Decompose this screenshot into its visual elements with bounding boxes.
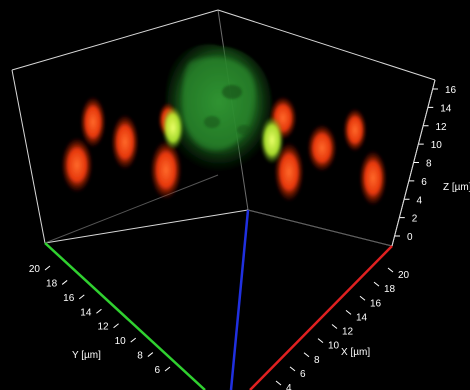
x-axis-tick-mark <box>317 338 324 344</box>
x-axis-tick-mark <box>275 380 282 386</box>
x-axis-tick-mark <box>303 352 310 358</box>
y-axis-tick-label: 18 <box>46 278 58 289</box>
z-axis-tick-label: 8 <box>426 159 432 170</box>
y-axis-line <box>44 242 206 390</box>
y-axis-tick-mark <box>61 280 68 285</box>
y-axis-tick-mark <box>44 265 51 271</box>
x-axis-tick-label: 20 <box>398 270 410 281</box>
y-axis-tick-mark <box>147 352 154 357</box>
y-axis-tick-mark <box>78 294 85 300</box>
z-scale-line <box>391 79 436 247</box>
y-axis-tick-mark <box>164 366 171 372</box>
x-axis-tick-label: 14 <box>356 312 368 323</box>
y-axis-tick-mark <box>113 323 119 329</box>
green-cell-volume <box>165 44 273 173</box>
inner-box-lines <box>44 174 393 247</box>
x-axis-tick-label: 6 <box>300 369 306 380</box>
x-axis-tick-mark <box>359 295 366 301</box>
x-axis-tick-label: 16 <box>370 298 382 309</box>
z-axis-tick-label: 14 <box>440 103 452 114</box>
overlap-spots <box>162 106 284 164</box>
y-axis-ticks: 68 10 12 14 16 18 20 <box>29 264 171 376</box>
z-axis-tick-label: 6 <box>421 177 427 188</box>
x-axis-tick-label: 4 <box>286 383 292 390</box>
y-axis-tick-mark <box>96 308 102 314</box>
z-axis-tick-label: 2 <box>412 214 418 225</box>
z-axis-line <box>229 209 250 390</box>
x-axis-tick-mark <box>345 309 352 315</box>
z-axis-ticks: 0 2 4 6 8 10 12 14 16 <box>395 85 457 243</box>
y-axis-tick-mark <box>130 337 137 343</box>
x-axis-tick-mark <box>373 281 380 287</box>
z-axis-tick-label: 4 <box>417 195 423 206</box>
y-axis-tick-label: 20 <box>29 264 41 275</box>
y-axis-tick-label: 6 <box>154 365 160 376</box>
x-axis-tick-label: 18 <box>384 284 396 295</box>
y-axis-tick-label: 14 <box>80 307 92 318</box>
y-axis-tick-label: 10 <box>115 336 127 347</box>
y-axis-tick-label: 12 <box>97 322 109 333</box>
x-axis-title: X [µm] <box>341 347 370 358</box>
x-axis-tick-label: 12 <box>342 327 354 338</box>
z-axis-tick-label: 10 <box>431 140 443 151</box>
z-axis-tick-label: 0 <box>407 232 413 243</box>
y-axis-title: Y [µm] <box>72 350 101 361</box>
z-axis-tick-label: 12 <box>436 122 448 133</box>
x-axis-tick-label: 10 <box>328 341 340 352</box>
x-axis-tick-mark <box>289 366 296 372</box>
z-axis-title: Z [µm] <box>443 182 470 193</box>
x-axis-tick-label: 8 <box>314 355 320 366</box>
y-axis-tick-label: 16 <box>63 293 75 304</box>
x-axis-tick-mark <box>387 267 394 273</box>
z-axis-tick-label: 16 <box>445 85 457 96</box>
red-particles <box>61 96 387 206</box>
x-axis-line <box>249 245 393 390</box>
x-axis-tick-mark <box>331 324 338 329</box>
y-axis-tick-label: 8 <box>137 351 143 362</box>
